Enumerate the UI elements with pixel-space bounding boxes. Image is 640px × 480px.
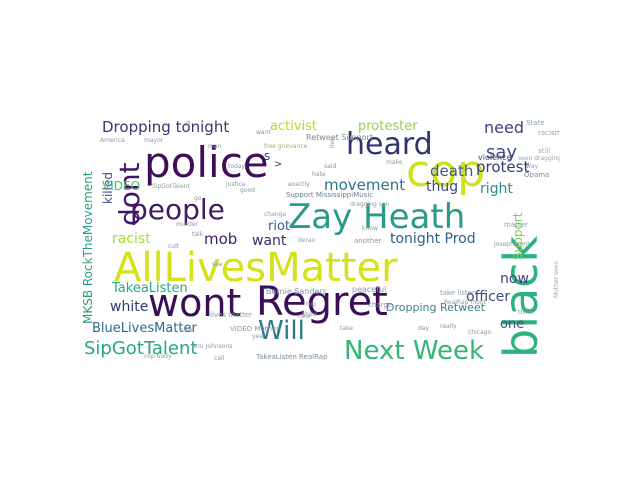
word-wont: wont bbox=[148, 281, 242, 325]
word-jeru-johnsons: Jeru Johnsons bbox=[192, 343, 233, 350]
word-now: now bbox=[500, 271, 529, 287]
word-want-small: want bbox=[256, 129, 271, 136]
word-derav: derav bbox=[298, 237, 316, 244]
word-cop: cop bbox=[406, 146, 486, 197]
word-will: Will bbox=[258, 316, 305, 346]
word-charge: charge bbox=[368, 301, 393, 309]
word-mayor: mayor bbox=[144, 137, 164, 144]
word-video: VIDEO bbox=[102, 179, 141, 193]
word-man: man bbox=[208, 143, 222, 150]
word-said: said bbox=[324, 163, 337, 170]
word-good: good bbox=[240, 187, 255, 194]
word-officer: officer bbox=[466, 289, 511, 305]
word-want: want bbox=[252, 233, 287, 249]
word-exactly: exactly bbox=[288, 181, 310, 188]
word-gt: > bbox=[274, 159, 283, 170]
word-video-mother: VIDEO Mother bbox=[230, 325, 280, 333]
word-live: live bbox=[329, 137, 336, 148]
word-cop-body: cop body bbox=[144, 353, 172, 360]
word-regret: Regret bbox=[256, 279, 388, 325]
word-see: see bbox=[212, 261, 223, 268]
word-bluelivesmatter: BlueLivesMatter bbox=[92, 321, 197, 336]
word-america: America bbox=[100, 137, 125, 144]
word-police: police bbox=[144, 138, 269, 187]
word-death: death bbox=[430, 162, 474, 180]
word-need: need bbox=[484, 120, 524, 137]
word-new: new bbox=[298, 313, 311, 320]
word-cloud: AllLivesMatter wont Regret police black … bbox=[80, 120, 560, 360]
word-top: top bbox=[306, 301, 316, 308]
word-white: white bbox=[110, 299, 149, 315]
word-next-week: Next Week bbox=[344, 336, 485, 360]
word-josephment: Josephment bbox=[494, 241, 530, 248]
word-lives-matter: lives matter bbox=[210, 311, 252, 319]
word-one: one bbox=[500, 317, 525, 332]
word-take-listen: take listen bbox=[440, 289, 477, 297]
word-riot: riot bbox=[268, 219, 291, 234]
word-day: day bbox=[418, 325, 430, 332]
word-take: take bbox=[340, 325, 353, 332]
word-obama: Obama bbox=[524, 171, 550, 179]
word-s: s bbox=[264, 149, 271, 163]
word-realrap-mont: RealRap mont bbox=[444, 299, 487, 306]
word-violence: violence bbox=[478, 153, 512, 162]
word-heard: heard bbox=[346, 127, 433, 162]
word-dropping-tonight: Dropping tonight bbox=[102, 120, 230, 136]
word-dragging-son: dragging son bbox=[350, 201, 390, 208]
word-dont: dont bbox=[113, 162, 146, 226]
word-sipgottalent: SipGotTalent bbox=[84, 338, 198, 359]
word-say: say bbox=[486, 142, 518, 163]
word-think: think bbox=[518, 309, 534, 316]
word-people: people bbox=[130, 193, 225, 226]
word-free-grievance: free grievance bbox=[264, 143, 308, 150]
word-change: change bbox=[264, 211, 287, 218]
word-thug: thug bbox=[426, 179, 459, 195]
word-retweet-support: Retweet Support bbox=[306, 133, 373, 142]
word-make: make bbox=[386, 159, 403, 166]
word-go: go bbox=[194, 195, 202, 202]
word-justice: justice bbox=[226, 181, 246, 188]
word-way: way bbox=[526, 163, 539, 170]
word-know: know bbox=[362, 225, 378, 232]
word-sipgottalent-small: SipGotTalent bbox=[152, 183, 190, 190]
word-right: right bbox=[480, 181, 513, 197]
word-racism: racism bbox=[538, 129, 560, 137]
word-cult: cult bbox=[168, 243, 180, 250]
word-matter: matter bbox=[504, 221, 528, 229]
word-mob: mob bbox=[204, 230, 238, 248]
word-tonight-prod: tonight Prod bbox=[390, 231, 476, 247]
word-ever: ever bbox=[180, 327, 194, 334]
word-murder: murder bbox=[176, 221, 198, 228]
word-protester: protester bbox=[358, 120, 418, 134]
word-zay-heath: Zay Heath bbox=[288, 197, 466, 237]
word-chicago: chicago bbox=[468, 329, 492, 336]
word-takealisten-realrap: TakeaListen RealRap bbox=[256, 353, 328, 361]
word-talk: talk bbox=[192, 231, 204, 238]
word-show: show bbox=[302, 311, 318, 318]
word-takealisten: TakeaListen bbox=[112, 281, 188, 296]
word-year: year bbox=[252, 333, 266, 340]
word-activist: activist bbox=[270, 120, 317, 134]
word-hate: hate bbox=[312, 171, 326, 178]
word-today: today bbox=[228, 163, 246, 170]
word-dropping-retweet: Dropping Retweet bbox=[386, 301, 486, 314]
word-protest: protest bbox=[476, 158, 530, 176]
word-racist: racist bbox=[112, 231, 151, 247]
word-still: still bbox=[538, 147, 551, 155]
word-support: Support bbox=[511, 212, 525, 260]
word-last: last bbox=[185, 120, 192, 126]
word-support-mississippimusic: Support MississippiMusic bbox=[286, 191, 374, 199]
word-movement: movement bbox=[324, 176, 406, 194]
word-mother-sees: Mother sees bbox=[553, 261, 560, 298]
word-really: really bbox=[440, 323, 457, 330]
word-peaceful: peaceful bbox=[352, 285, 387, 294]
word-seen-dragging: seen dragging bbox=[518, 155, 560, 162]
word-state: State bbox=[526, 120, 545, 127]
word-another: another bbox=[354, 237, 382, 245]
word-mksb-rockthemovement: MKSB RockTheMovement bbox=[81, 171, 95, 324]
word-call: call bbox=[214, 355, 225, 361]
word-alllivesmatter: AllLivesMatter bbox=[114, 245, 398, 291]
word-bernie-sanders: Bernie Sanders bbox=[266, 287, 327, 296]
